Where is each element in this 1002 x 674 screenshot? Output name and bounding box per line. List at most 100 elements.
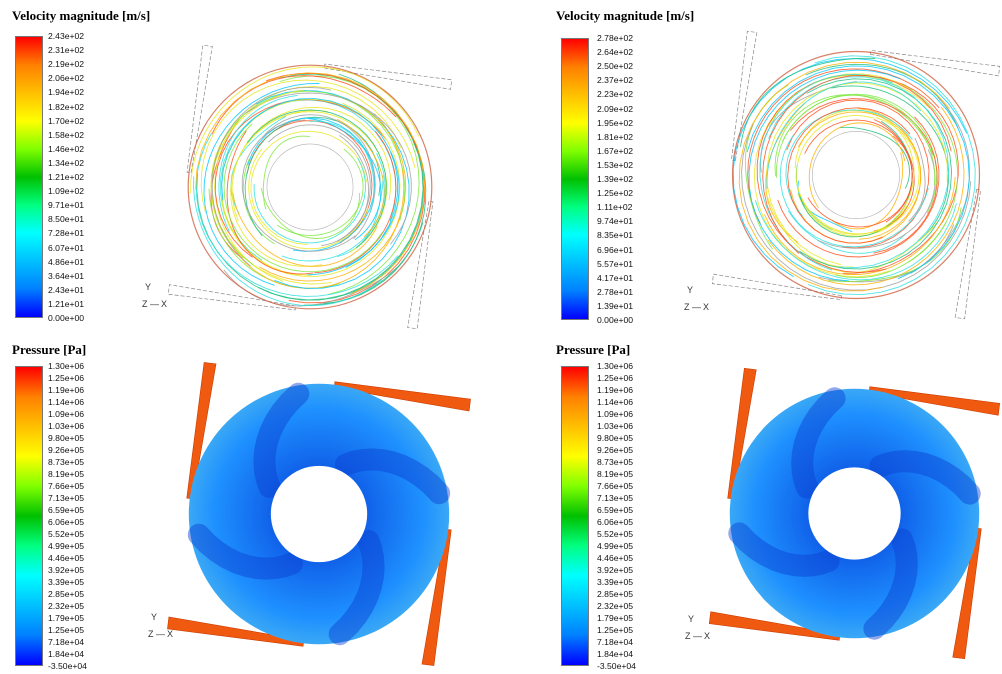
colorbar-tick-label: 7.28e+01 <box>48 228 85 239</box>
colorbar-tick-label: -3.50e+04 <box>48 661 87 671</box>
colorbar-tick-label: 6.59e+05 <box>597 505 634 515</box>
axis-z-label: Z <box>684 302 690 312</box>
colorbar-tick-label: 8.19e+05 <box>48 469 85 479</box>
colorbar-tick-label: 1.94e+02 <box>48 87 85 98</box>
colorbar-tick-label: 1.70e+02 <box>48 115 85 126</box>
colorbar-tick-label: 1.09e+06 <box>48 409 85 419</box>
colorbar <box>561 366 589 666</box>
nozzle-arm <box>323 63 453 90</box>
colorbar-tick-label: 1.25e+06 <box>597 373 634 383</box>
panel-title: Velocity magnitude [m/s] <box>12 8 151 23</box>
colorbar-tick-label: 2.31e+02 <box>48 45 85 56</box>
nozzle-arm <box>333 381 471 412</box>
colorbar-tick-label: 2.78e+02 <box>597 33 634 43</box>
colorbar-tick-label: 6.59e+05 <box>48 505 85 515</box>
colorbar-tick-label: 5.52e+05 <box>597 529 634 539</box>
colorbar-tick-label: 3.92e+05 <box>48 565 85 575</box>
colorbar-tick-label: 3.92e+05 <box>597 565 634 575</box>
colorbar-tick-label: 5.57e+01 <box>597 258 634 269</box>
colorbar-tick-label: 2.50e+02 <box>597 61 634 72</box>
colorbar <box>561 38 589 320</box>
axis-y-label: Y <box>687 285 694 295</box>
colorbar-tick-label: 7.13e+05 <box>48 493 85 503</box>
pressure-contour <box>708 367 1001 660</box>
outer-wall <box>187 64 433 310</box>
axis-z-label: Z <box>148 629 154 639</box>
colorbar-tick-label: 1.53e+02 <box>597 159 634 170</box>
colorbar-tick-label: 3.64e+01 <box>48 270 85 281</box>
nozzle-arm <box>167 284 297 311</box>
colorbar-tick-label: 0.00e+00 <box>597 315 634 325</box>
axis-y-label: Y <box>145 282 152 292</box>
pressure-panel-1: Pressure [Pa] 1.30e+06 1.25e+06 1.19e+06 1.… <box>0 336 501 671</box>
colorbar-tick-label: 3.39e+05 <box>597 577 634 587</box>
axis-z-label: Z <box>142 299 148 309</box>
colorbar-tick-label: 8.19e+05 <box>597 469 634 479</box>
colorbar-tick-label: 9.74e+01 <box>597 216 634 227</box>
colorbar-tick-label: 1.79e+05 <box>48 613 85 623</box>
colorbar-tick-label: 1.09e+06 <box>597 409 634 419</box>
axis-x-label: X <box>161 299 168 309</box>
colorbar-tick-label: 9.26e+05 <box>48 445 85 455</box>
colorbar-tick-label: 2.64e+02 <box>597 47 634 58</box>
colorbar-tick-label: 4.17e+01 <box>597 272 634 283</box>
axis-x-label: X <box>703 302 710 312</box>
colorbar-tick-label: 1.46e+02 <box>48 143 85 154</box>
inner-core <box>808 467 901 560</box>
colorbar-tick-label: 2.85e+05 <box>48 589 85 599</box>
nozzle-arm <box>711 273 842 300</box>
nozzle-arm <box>186 44 213 174</box>
panel-title: Velocity magnitude [m/s] <box>556 8 695 23</box>
colorbar-tick-label: 2.32e+05 <box>48 601 85 611</box>
colorbar-tick-label: 2.06e+02 <box>48 73 85 84</box>
colorbar-tick-label: 7.13e+05 <box>597 493 634 503</box>
colorbar-tick-label: 1.25e+05 <box>48 625 85 635</box>
colorbar-tick-label: 1.84e+04 <box>48 649 85 659</box>
nozzle-arm <box>870 50 1001 77</box>
pressure-contour <box>167 362 471 666</box>
colorbar <box>15 36 43 318</box>
panel-title: Pressure [Pa] <box>556 342 631 357</box>
colorbar-tick-label: 2.09e+02 <box>597 103 634 114</box>
colorbar-tick-label: 8.73e+05 <box>597 457 634 467</box>
colorbar-tick-label: 8.35e+01 <box>597 230 634 241</box>
colorbar-tick-label: 6.06e+05 <box>597 517 634 527</box>
colorbar-tick-label: -3.50e+04 <box>597 661 636 671</box>
colorbar-tick-label: 9.71e+01 <box>48 200 85 211</box>
colorbar-tick-label: 0.00e+00 <box>48 313 85 323</box>
nozzle-arm <box>167 616 305 647</box>
colorbar <box>15 366 43 666</box>
colorbar-tick-label: 7.66e+05 <box>48 481 85 491</box>
nozzle-arm <box>731 30 758 161</box>
axis-z-label: Z <box>685 631 691 641</box>
velocity-panel-1: Velocity magnitude [m/s] 2.43e+02 2.31e+0… <box>0 0 501 335</box>
nozzle-arm <box>186 362 217 500</box>
axis-x-label: X <box>167 629 174 639</box>
axis-x-label: X <box>704 631 711 641</box>
colorbar-tick-label: 1.19e+06 <box>48 385 85 395</box>
nozzle-arm <box>952 527 982 660</box>
colorbar-tick-label: 1.19e+06 <box>597 385 634 395</box>
colorbar-tick-label: 2.85e+05 <box>597 589 634 599</box>
velocity-pathlines <box>711 30 1001 320</box>
colorbar-tick-label: 2.43e+01 <box>48 284 85 295</box>
colorbar-tick-label: 2.78e+01 <box>597 286 634 297</box>
nozzle-arm <box>954 189 981 320</box>
colorbar-tick-label: 4.46e+05 <box>597 553 634 563</box>
colorbar-tick-label: 1.25e+02 <box>597 188 634 199</box>
panel-title: Pressure [Pa] <box>12 342 87 357</box>
pressure-panel-2: Pressure [Pa] 1.30e+06 1.25e+06 1.19e+06 1.… <box>501 336 1002 671</box>
colorbar-tick-label: 1.95e+02 <box>597 117 634 128</box>
colorbar-tick-label: 1.30e+06 <box>597 361 634 371</box>
colorbar-tick-label: 8.50e+01 <box>48 214 85 225</box>
colorbar-tick-label: 2.19e+02 <box>48 59 85 70</box>
colorbar-tick-label: 9.80e+05 <box>597 433 634 443</box>
colorbar-tick-label: 4.99e+05 <box>597 541 634 551</box>
colorbar-tick-label: 4.99e+05 <box>48 541 85 551</box>
colorbar-tick-label: 9.26e+05 <box>597 445 634 455</box>
colorbar-tick-label: 1.67e+02 <box>597 145 634 156</box>
colorbar-tick-label: 4.86e+01 <box>48 256 85 267</box>
colorbar-tick-label: 1.25e+06 <box>48 373 85 383</box>
colorbar-tick-label: 1.03e+06 <box>597 421 634 431</box>
colorbar-tick-label: 1.79e+05 <box>597 613 634 623</box>
